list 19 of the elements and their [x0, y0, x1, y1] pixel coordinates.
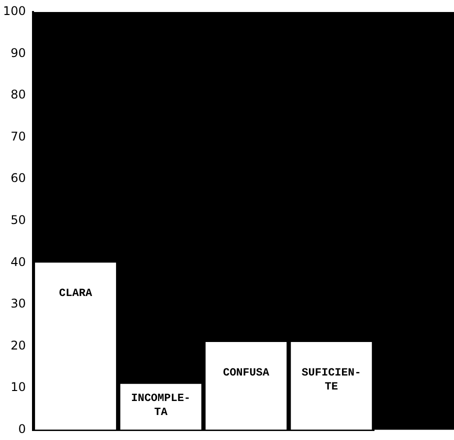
x-tick-label: INCOMPLE- TA — [131, 393, 191, 420]
bar — [35, 262, 116, 430]
x-tick-label: CONFUSA — [222, 367, 270, 380]
y-tick-label: 70 — [10, 129, 26, 144]
y-tick-label: 10 — [10, 380, 26, 394]
x-tick-label: CLARA — [59, 288, 92, 300]
y-tick-label: 40 — [10, 254, 26, 269]
y-tick-label: 80 — [10, 88, 26, 102]
y-tick-label: 60 — [10, 171, 26, 186]
bar — [120, 384, 202, 430]
y-tick-label: 90 — [10, 46, 26, 60]
y-tick-label: 0 — [18, 422, 26, 436]
bar — [206, 342, 287, 430]
y-tick-label: 20 — [10, 338, 26, 352]
y-tick-label: 100 — [3, 4, 26, 18]
y-tick-label: 50 — [10, 213, 26, 228]
y-tick-label: 30 — [10, 296, 26, 311]
bar — [290, 342, 372, 430]
x-tick-label: SUFICIEN- TE — [302, 367, 362, 394]
